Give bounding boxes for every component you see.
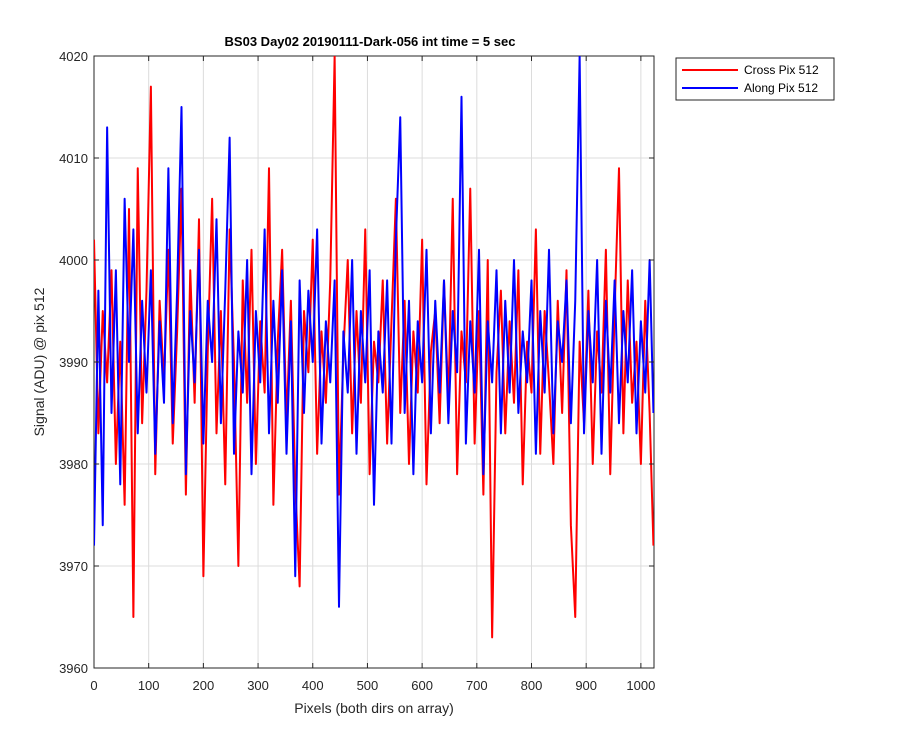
y-tick-label: 4000 bbox=[59, 253, 88, 268]
series-line-along bbox=[94, 56, 654, 608]
x-tick-label: 0 bbox=[90, 678, 97, 693]
y-tick-label: 3980 bbox=[59, 457, 88, 472]
y-tick-label: 3960 bbox=[59, 661, 88, 676]
y-axis-label: Signal (ADU) @ pix 512 bbox=[31, 287, 47, 436]
x-tick-label: 200 bbox=[193, 678, 215, 693]
y-tick-label: 3990 bbox=[59, 355, 88, 370]
series-layer bbox=[94, 56, 654, 639]
chart-title: BS03 Day02 20190111-Dark-056 int time = … bbox=[225, 34, 516, 49]
legend-label-cross: Cross Pix 512 bbox=[744, 63, 819, 77]
y-tick-label: 4010 bbox=[59, 151, 88, 166]
x-tick-label: 800 bbox=[521, 678, 543, 693]
legend: Cross Pix 512 Along Pix 512 bbox=[675, 57, 835, 101]
y-tick-label: 3970 bbox=[59, 559, 88, 574]
x-axis-label: Pixels (both dirs on array) bbox=[294, 700, 454, 716]
x-tick-label: 500 bbox=[357, 678, 379, 693]
x-tick-label: 300 bbox=[247, 678, 269, 693]
x-tick-label: 400 bbox=[302, 678, 324, 693]
axis-ticks: 0 100 200 300 400 500 600 700 800 900 1000 3960 3970… bbox=[59, 49, 655, 693]
y-tick-label: 4020 bbox=[59, 49, 88, 64]
legend-label-along: Along Pix 512 bbox=[744, 81, 818, 95]
x-tick-label: 100 bbox=[138, 678, 160, 693]
legend-box bbox=[675, 57, 835, 101]
x-tick-label: 600 bbox=[411, 678, 433, 693]
x-tick-label: 1000 bbox=[626, 678, 655, 693]
x-tick-label: 900 bbox=[575, 678, 597, 693]
x-tick-label: 700 bbox=[466, 678, 488, 693]
